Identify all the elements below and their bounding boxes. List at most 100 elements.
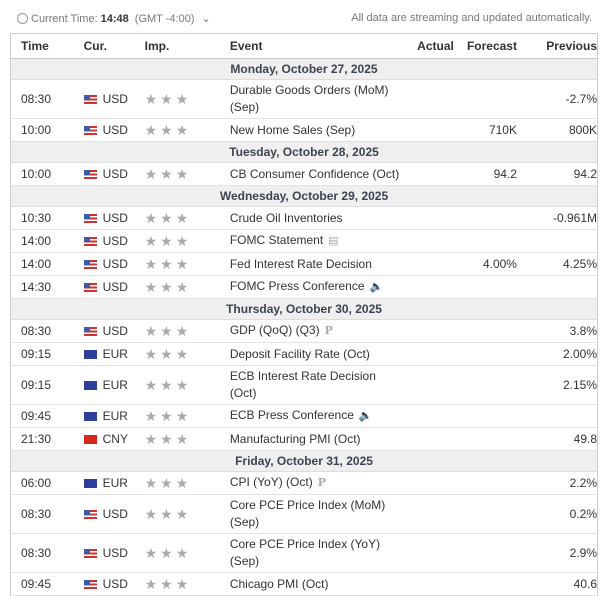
flag-icon — [83, 510, 97, 520]
event-row[interactable]: 10:30 USD ★ ★ ★ Crude Oil Inventories -0.9… — [10, 206, 598, 230]
star-icon: ★ — [160, 544, 173, 561]
flag-icon — [83, 381, 97, 391]
preliminary-icon: P — [317, 476, 326, 489]
event-row[interactable]: 10:00 USD ★ ★ ★ New Home Sales (Sep) 710K … — [10, 118, 598, 142]
currency: USD — [102, 324, 128, 338]
event-row[interactable]: 09:45 EUR ★ ★ ★ ECB Press Conference 🔈 — [10, 404, 598, 428]
forecast-value: 94.2 — [453, 162, 517, 186]
flag-icon — [83, 350, 97, 360]
currency: USD — [102, 211, 128, 225]
event-row[interactable]: 09:45 USD ★ ★ ★ Chicago PMI (Oct) 40.6 — [10, 572, 598, 596]
event-time: 10:30 — [10, 206, 84, 230]
star-icon: ★ — [160, 430, 173, 447]
col-previous: Previous — [516, 33, 598, 59]
forecast-value — [453, 427, 517, 451]
star-icon: ★ — [144, 278, 158, 295]
event-name[interactable]: Crude Oil Inventories — [229, 210, 343, 225]
importance: ★ ★ ★ — [144, 365, 230, 405]
importance: ★ ★ ★ — [144, 533, 230, 573]
star-icon: ★ — [175, 121, 189, 138]
event-row[interactable]: 06:00 EUR ★ ★ ★ CPI (YoY) (Oct) P 2.2% — [10, 471, 598, 495]
importance: ★ ★ ★ — [144, 162, 230, 186]
star-icon: ★ — [175, 430, 189, 447]
actual-value — [403, 533, 454, 573]
star-icon: ★ — [144, 232, 158, 249]
event-name[interactable]: ECB Interest Rate Decision (Oct) — [229, 369, 376, 400]
forecast-value — [453, 229, 517, 253]
previous-value: 0.2% — [516, 494, 598, 534]
actual-value — [403, 427, 454, 451]
forecast-value — [453, 471, 517, 495]
event-name[interactable]: GDP (QoQ) (Q3) — [229, 323, 320, 337]
star-icon: ★ — [144, 544, 158, 561]
star-icon: ★ — [144, 505, 158, 522]
forecast-value: 710K — [453, 118, 517, 142]
day-label: Friday, October 31, 2025 — [10, 450, 598, 472]
importance: ★ ★ ★ — [144, 275, 230, 299]
star-icon: ★ — [144, 121, 158, 138]
event-name[interactable]: Manufacturing PMI (Oct) — [229, 431, 361, 446]
event-name[interactable]: FOMC Statement — [229, 233, 324, 247]
event-row[interactable]: 14:00 USD ★ ★ ★ Fed Interest Rate Decision… — [10, 252, 598, 276]
forecast-value — [453, 79, 517, 119]
star-icon: ★ — [175, 376, 189, 393]
event-row[interactable]: 08:30 USD ★ ★ ★ Core PCE Price Index (YoY)… — [10, 533, 598, 573]
event-row[interactable]: 08:30 USD ★ ★ ★ Durable Goods Orders (MoM)… — [10, 79, 598, 119]
day-header: Monday, October 27, 2025 — [10, 58, 598, 80]
event-row[interactable]: 14:00 USD ★ ★ ★ FOMC Statement ▤ — [10, 229, 598, 253]
star-icon: ★ — [144, 430, 158, 447]
flag-icon — [83, 435, 97, 445]
star-icon: ★ — [160, 505, 173, 522]
event-row[interactable]: 10:00 USD ★ ★ ★ CB Consumer Confidence (Oc… — [10, 162, 598, 186]
event-name[interactable]: CPI (YoY) (Oct) — [229, 475, 313, 489]
header-row: Time Cur. Imp. Event Actual Forecast Pre… — [10, 33, 598, 59]
day-header: Wednesday, October 29, 2025 — [10, 185, 598, 207]
event-name[interactable]: New Home Sales (Sep) — [229, 122, 356, 137]
event-name[interactable]: Durable Goods Orders (MoM) (Sep) — [229, 83, 389, 114]
col-imp: Imp. — [144, 33, 230, 59]
importance: ★ ★ ★ — [144, 319, 230, 343]
star-icon: ★ — [160, 255, 173, 272]
event-name[interactable]: ECB Press Conference — [229, 408, 354, 422]
event-name[interactable]: Core PCE Price Index (YoY) (Sep) — [229, 537, 381, 568]
star-icon: ★ — [160, 322, 173, 339]
star-icon: ★ — [144, 376, 158, 393]
event-row[interactable]: 09:15 EUR ★ ★ ★ ECB Interest Rate Decision… — [10, 365, 598, 405]
currency: USD — [102, 280, 128, 294]
flag-icon — [83, 95, 97, 105]
star-icon: ★ — [144, 209, 158, 226]
actual-value — [403, 229, 454, 253]
current-time-selector[interactable]: Current Time: 14:48 (GMT -4:00) ⌄ — [17, 12, 211, 25]
event-row[interactable]: 08:30 USD ★ ★ ★ Core PCE Price Index (MoM)… — [10, 494, 598, 534]
event-row[interactable]: 08:30 USD ★ ★ ★ GDP (QoQ) (Q3) P 3.8% — [10, 319, 598, 343]
star-icon: ★ — [175, 575, 189, 592]
flag-icon — [83, 260, 97, 270]
chevron-down-icon: ⌄ — [201, 13, 211, 25]
forecast-value: 4.00% — [453, 252, 517, 276]
event-time: 06:00 — [10, 471, 84, 495]
event-row[interactable]: 14:30 USD ★ ★ ★ FOMC Press Conference 🔈 — [10, 275, 598, 299]
event-name[interactable]: CB Consumer Confidence (Oct) — [229, 166, 400, 181]
actual-value — [403, 471, 454, 495]
event-name[interactable]: Fed Interest Rate Decision — [229, 256, 372, 271]
event-name[interactable]: Chicago PMI (Oct) — [229, 576, 329, 591]
actual-value — [403, 572, 454, 596]
star-icon: ★ — [175, 209, 189, 226]
streaming-note: All data are streaming and updated autom… — [351, 12, 592, 24]
actual-value — [403, 275, 454, 299]
event-name[interactable]: Core PCE Price Index (MoM) (Sep) — [229, 498, 386, 529]
star-icon: ★ — [175, 165, 189, 182]
day-label: Monday, October 27, 2025 — [10, 58, 598, 80]
currency: EUR — [102, 476, 128, 490]
star-icon: ★ — [160, 474, 173, 491]
event-row[interactable]: 09:15 EUR ★ ★ ★ Deposit Facility Rate (Oct… — [10, 342, 598, 366]
flag-icon — [83, 170, 97, 180]
star-icon: ★ — [175, 544, 189, 561]
star-icon: ★ — [144, 575, 158, 592]
previous-value: 3.8% — [516, 319, 598, 343]
event-name[interactable]: FOMC Press Conference — [229, 279, 365, 293]
event-row[interactable]: 21:30 CNY ★ ★ ★ Manufacturing PMI (Oct) 49… — [10, 427, 598, 451]
previous-value: -0.961M — [516, 206, 598, 230]
event-name[interactable]: Deposit Facility Rate (Oct) — [229, 346, 370, 361]
preliminary-icon: P — [324, 324, 333, 337]
